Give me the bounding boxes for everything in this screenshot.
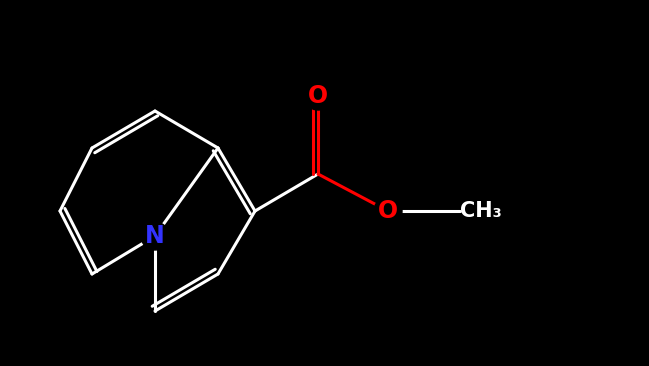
Circle shape [304,82,332,110]
Text: CH₃: CH₃ [460,201,502,221]
Text: O: O [308,84,328,108]
Circle shape [141,222,169,250]
Text: N: N [145,224,165,248]
Text: O: O [378,199,398,223]
Circle shape [374,197,402,225]
